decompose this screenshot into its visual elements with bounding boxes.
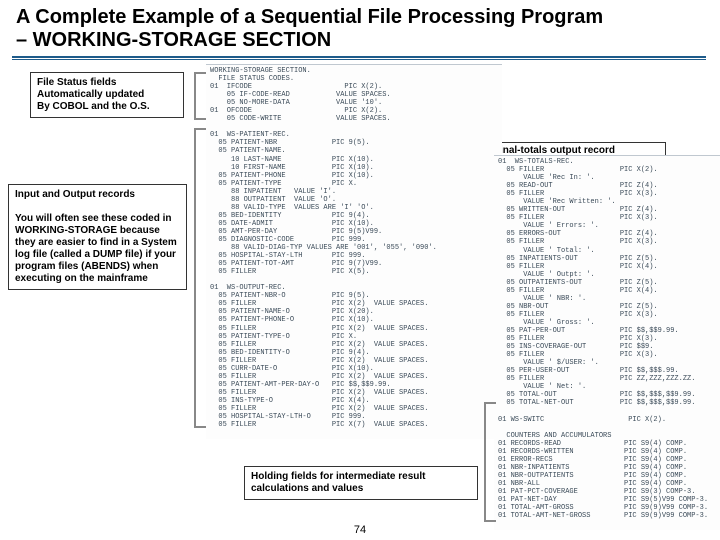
callout-io-records: Input and Output records You will often …: [8, 184, 187, 290]
title-rule-thin: [12, 59, 706, 60]
callout-holding-fields: Holding fields for intermediate result c…: [244, 466, 478, 500]
brace-iorecords: [194, 128, 206, 428]
callout-holding-text: Holding fields for intermediate result c…: [251, 471, 425, 494]
callout-io-records-text: Input and Output records You will often …: [15, 189, 177, 284]
title-line2: – WORKING-STORAGE SECTION: [16, 29, 331, 51]
slide-title: A Complete Example of a Sequential File …: [16, 6, 700, 52]
page-number: 74: [354, 524, 366, 536]
callout-file-status-text: File Status fields Automatically updated…: [37, 77, 150, 112]
title-rule: [12, 56, 706, 58]
brace-filestatus: [194, 72, 206, 120]
callout-file-status: File Status fields Automatically updated…: [30, 72, 184, 118]
brace-holding: [484, 402, 496, 522]
code-block-left: WORKING-STORAGE SECTION. FILE STATUS COD…: [206, 64, 502, 439]
title-line1: A Complete Example of a Sequential File …: [16, 6, 603, 28]
code-block-right: 01 WS-TOTALS-REC. 05 FILLER PIC X(2). VA…: [494, 155, 720, 530]
